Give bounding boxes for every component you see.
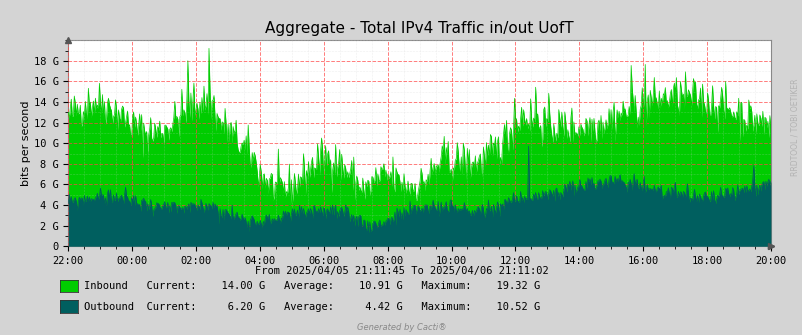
Text: From 2025/04/05 21:11:45 To 2025/04/06 21:11:02: From 2025/04/05 21:11:45 To 2025/04/06 2… bbox=[254, 266, 548, 276]
Title: Aggregate - Total IPv4 Traffic in/out UofT: Aggregate - Total IPv4 Traffic in/out Uo… bbox=[265, 21, 573, 36]
Y-axis label: bits per second: bits per second bbox=[21, 100, 30, 186]
Text: RRDTOOL / TOBI OETIKER: RRDTOOL / TOBI OETIKER bbox=[790, 78, 799, 176]
Text: Inbound   Current:    14.00 G   Average:    10.91 G   Maximum:    19.32 G: Inbound Current: 14.00 G Average: 10.91 … bbox=[84, 281, 540, 291]
Text: Outbound  Current:     6.20 G   Average:     4.42 G   Maximum:    10.52 G: Outbound Current: 6.20 G Average: 4.42 G… bbox=[84, 302, 540, 312]
Text: Generated by Cacti®: Generated by Cacti® bbox=[356, 323, 446, 332]
